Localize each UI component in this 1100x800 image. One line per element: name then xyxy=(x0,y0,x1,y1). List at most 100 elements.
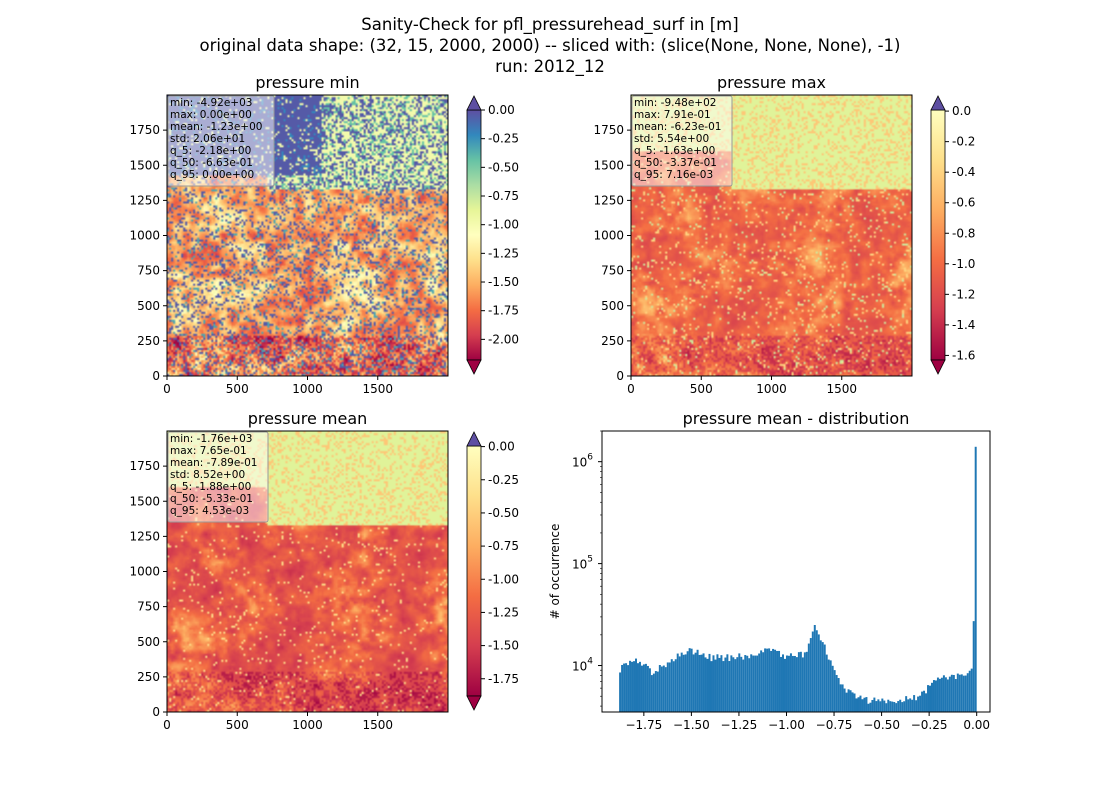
histogram-bar xyxy=(917,696,920,712)
histogram-bar xyxy=(819,640,822,712)
y-tick-label: 1750 xyxy=(129,459,160,473)
colorbar-tick-label: -2.00 xyxy=(488,332,519,346)
histogram-bar xyxy=(706,658,709,712)
histogram-bar xyxy=(629,660,632,712)
histogram-bar xyxy=(851,692,854,712)
histogram-bar xyxy=(740,656,743,712)
histogram-bar xyxy=(716,654,719,712)
histogram-bar xyxy=(970,668,973,712)
histogram-bar xyxy=(672,661,675,712)
histogram-bar xyxy=(871,699,874,712)
y-tick-label: 1500 xyxy=(593,158,624,172)
histogram-bar xyxy=(756,655,759,712)
histogram-bar xyxy=(770,650,773,712)
x-tick-label: 1500 xyxy=(826,382,857,396)
histogram-bar xyxy=(815,630,818,712)
histogram-bar xyxy=(644,663,647,712)
y-tick-label: 0 xyxy=(152,705,160,719)
colorbar-tick-label: 0.00 xyxy=(488,440,515,454)
colorbar-extend-top xyxy=(466,95,482,111)
histogram-bar xyxy=(974,446,977,712)
histogram-bar xyxy=(640,665,643,712)
histogram-bar xyxy=(746,655,749,712)
histogram-bar xyxy=(807,643,810,712)
histogram-bar xyxy=(724,657,727,712)
histogram-bar xyxy=(863,697,866,712)
colorbar-tick-label: -0.25 xyxy=(488,132,519,146)
suptitle-line-1: Sanity-Check for pfl_pressurehead_surf i… xyxy=(361,15,738,35)
histogram-bar xyxy=(722,661,725,712)
colorbar-tick-label: -1.2 xyxy=(952,287,975,301)
histogram-bar xyxy=(704,657,707,712)
histogram-bar xyxy=(948,676,951,712)
stats-box xyxy=(167,95,275,187)
histogram-bar xyxy=(930,682,933,712)
stats-line: std: 5.54e+00 xyxy=(634,133,709,145)
colorbar-tick-label: -1.75 xyxy=(488,672,519,686)
colorbar-tick-label: -1.50 xyxy=(488,275,519,289)
y-tick-label: 750 xyxy=(137,600,160,614)
histogram-bar xyxy=(925,693,928,712)
stats-line: q_50: -5.33e-01 xyxy=(170,493,253,505)
histogram-bar xyxy=(915,700,918,712)
histogram-bar xyxy=(919,695,922,712)
histogram-bar xyxy=(964,675,967,712)
histogram-bar xyxy=(903,701,906,712)
colorbar xyxy=(930,109,946,361)
colorbar-tick-label: 0.0 xyxy=(952,104,971,118)
x-tick-label: −0.50 xyxy=(863,718,900,732)
histogram-bar xyxy=(680,652,683,712)
histogram-bar xyxy=(795,657,798,712)
y-tick-exponent: 5 xyxy=(587,555,593,565)
histogram-bar xyxy=(855,698,858,712)
histogram-bar xyxy=(962,675,965,712)
histogram-bar xyxy=(835,674,838,712)
y-tick-label: 104 xyxy=(572,657,593,674)
histogram-bar xyxy=(861,699,864,712)
y-tick-label: 1000 xyxy=(129,229,160,243)
histogram-bar xyxy=(831,665,834,712)
colorbar-tick-label: -0.8 xyxy=(952,226,975,240)
histogram-bar xyxy=(789,653,792,712)
histogram-bar xyxy=(913,695,916,712)
histogram-bar xyxy=(859,695,862,712)
histogram-bar xyxy=(785,655,788,712)
y-tick-label: 105 xyxy=(572,555,593,572)
colorbar-tick-label: -1.50 xyxy=(488,639,519,653)
histogram-bar xyxy=(950,674,953,712)
histogram-bar xyxy=(688,648,691,712)
histogram-bar xyxy=(966,673,969,712)
histogram-bar xyxy=(730,655,733,712)
histogram-bar xyxy=(942,675,945,712)
histogram-bar xyxy=(646,665,649,712)
x-tick-label: −1.75 xyxy=(625,718,662,732)
histogram-bar xyxy=(938,678,941,712)
suptitle-line-2: original data shape: (32, 15, 2000, 2000… xyxy=(200,36,901,55)
histogram-bar xyxy=(873,697,876,712)
y-tick-label: 500 xyxy=(601,299,624,313)
x-tick-label: 500 xyxy=(226,382,249,396)
histogram-bar xyxy=(907,699,910,712)
histogram-bar xyxy=(787,655,790,712)
stats-line: q_5: -1.63e+00 xyxy=(634,145,715,157)
y-tick-label: 1750 xyxy=(129,123,160,137)
histogram-bar xyxy=(652,673,655,712)
histogram-bar xyxy=(825,654,828,712)
x-tick-label: 1000 xyxy=(756,382,787,396)
histogram-bar xyxy=(684,654,687,712)
histogram-bar xyxy=(772,648,775,712)
colorbar-tick-label: -0.25 xyxy=(488,473,519,487)
y-tick-label: 1250 xyxy=(129,193,160,207)
histogram-bar xyxy=(845,692,848,712)
histogram-bar xyxy=(736,657,739,712)
histogram-bar xyxy=(901,702,904,712)
histogram-bar xyxy=(879,701,882,712)
histogram-bar xyxy=(877,699,880,712)
histogram-bar xyxy=(738,653,741,712)
histogram-bar xyxy=(847,689,850,712)
y-tick-label: 1000 xyxy=(593,229,624,243)
histogram-bar xyxy=(768,648,771,712)
colorbar-extend-bottom xyxy=(930,359,946,375)
stats-line: mean: -7.89e-01 xyxy=(170,457,257,469)
histogram-bar xyxy=(774,649,777,712)
